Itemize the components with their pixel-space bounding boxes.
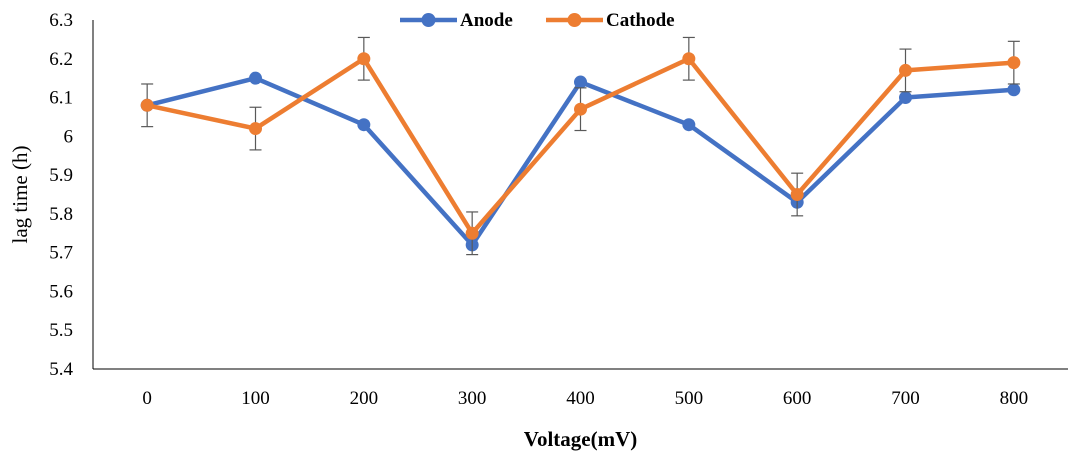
data-point-anode bbox=[357, 118, 371, 132]
y-tick-label: 5.7 bbox=[49, 243, 73, 264]
legend-label-anode: Anode bbox=[460, 10, 513, 31]
x-tick-labels: 0 100 200 300 400 500 600 700 800 bbox=[142, 388, 1028, 409]
data-point-anode bbox=[1007, 83, 1021, 97]
x-tick-label: 500 bbox=[675, 388, 704, 409]
data-point-anode bbox=[682, 118, 696, 132]
series-cathode bbox=[140, 36, 1021, 256]
legend-marker-anode bbox=[421, 13, 436, 27]
y-tick-label: 5.6 bbox=[49, 281, 73, 302]
data-point-cathode bbox=[140, 98, 154, 112]
x-tick-label: 800 bbox=[1000, 388, 1029, 409]
y-tick-label: 5.8 bbox=[49, 204, 73, 225]
y-tick-label: 6.1 bbox=[49, 88, 73, 109]
y-tick-label: 5.9 bbox=[49, 165, 73, 186]
x-tick-label: 300 bbox=[458, 388, 487, 409]
legend-item-anode: Anode bbox=[400, 10, 513, 31]
y-tick-labels: 5.4 5.5 5.6 5.7 5.8 5.9 6 6.1 6.2 6.3 bbox=[49, 10, 73, 380]
x-tick-label: 400 bbox=[566, 388, 595, 409]
legend-label-cathode: Cathode bbox=[606, 10, 675, 31]
y-axis-title: lag time (h) bbox=[8, 146, 32, 244]
x-tick-label: 0 bbox=[142, 388, 152, 409]
x-tick-label: 200 bbox=[350, 388, 379, 409]
x-tick-label: 700 bbox=[891, 388, 920, 409]
x-tick-label: 600 bbox=[783, 388, 812, 409]
y-tick-label: 6 bbox=[64, 126, 74, 147]
data-point-cathode bbox=[574, 102, 587, 116]
legend-marker-cathode bbox=[567, 13, 582, 27]
legend-item-cathode: Cathode bbox=[546, 10, 675, 31]
data-point-cathode bbox=[465, 226, 479, 240]
legend: Anode Cathode bbox=[400, 10, 675, 31]
data-point-cathode bbox=[682, 52, 696, 66]
plot-series bbox=[140, 36, 1021, 256]
data-point-anode bbox=[249, 71, 262, 85]
data-point-anode bbox=[899, 91, 912, 105]
data-point-anode bbox=[574, 75, 587, 89]
x-axis-title: Voltage(mV) bbox=[524, 427, 638, 451]
y-tick-label: 5.4 bbox=[49, 359, 73, 380]
y-tick-label: 6.3 bbox=[49, 10, 73, 31]
data-point-cathode bbox=[899, 63, 912, 77]
y-tick-label: 6.2 bbox=[49, 49, 73, 70]
data-point-cathode bbox=[790, 188, 804, 201]
y-tick-label: 5.5 bbox=[49, 320, 73, 341]
axes bbox=[92, 20, 1068, 370]
data-point-cathode bbox=[357, 52, 371, 66]
data-point-cathode bbox=[249, 122, 262, 136]
x-tick-label: 100 bbox=[241, 388, 270, 409]
data-point-cathode bbox=[1007, 56, 1021, 70]
